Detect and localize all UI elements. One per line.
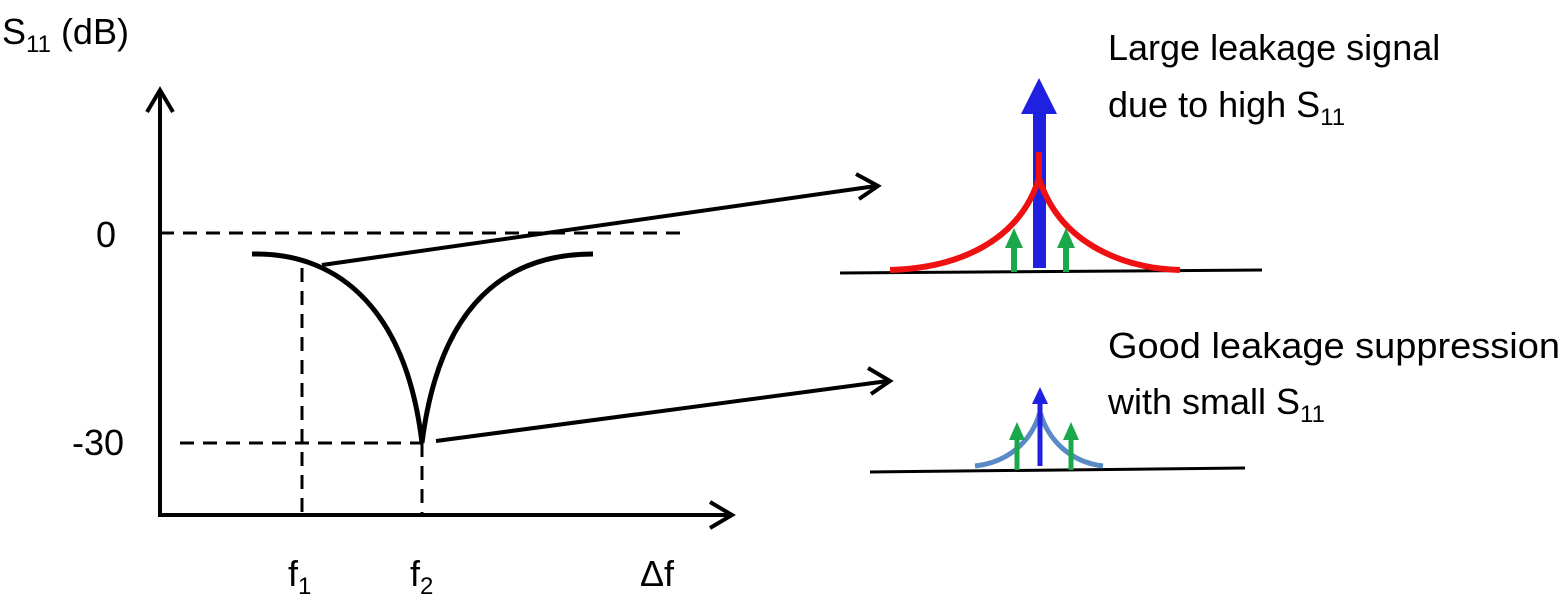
pointer-arrow-low: [435, 379, 889, 443]
s11-plot: S11 (dB) 0 -30 f1 f2 Δf: [2, 11, 736, 596]
annotations: Large leakage signal due to high S11 Goo…: [1107, 27, 1560, 428]
svg-text:f1: f1: [288, 553, 311, 596]
x-tick-f2-sub: 2: [420, 573, 433, 596]
svg-text:f2: f2: [410, 553, 433, 596]
y-axis-label-sub: 11: [26, 31, 51, 58]
sideband-arrowhead-left-low: [1009, 422, 1025, 440]
x-tick-f2: f: [410, 553, 421, 594]
y-tick-0: 0: [96, 214, 116, 255]
y-tick-minus30: -30: [72, 422, 124, 463]
pointer-arrows: [321, 172, 894, 443]
spectrum-low-s11: [869, 387, 1246, 474]
svg-text:due to high S11: due to high S11: [1108, 84, 1345, 131]
x-tick-f1-sub: 1: [298, 573, 311, 596]
y-axis-arrowhead: [145, 86, 175, 114]
annotation-low-line1: Good leakage suppression: [1108, 325, 1560, 366]
annotation-high-line2-sub: 11: [1320, 104, 1345, 131]
x-axis-label: Δf: [640, 553, 675, 594]
leakage-curve-high: [889, 167, 1181, 273]
s11-notch-curve: [251, 251, 594, 444]
annotation-low-line2-sub: 11: [1300, 401, 1325, 428]
svg-text:S11 (dB): S11 (dB): [2, 11, 129, 58]
baseline-high: [839, 268, 1263, 275]
annotation-high-line2: due to high S: [1108, 84, 1320, 125]
sideband-arrowhead-right-low: [1063, 422, 1079, 440]
x-axis-arrowhead: [708, 500, 736, 530]
leakage-arrow-shaft-high: [1033, 110, 1046, 268]
pointer-arrowhead-high: [855, 172, 882, 201]
annotation-high-line1: Large leakage signal: [1108, 27, 1440, 68]
annotation-low-line2: with small S: [1107, 381, 1300, 422]
spectrum-high-s11: [839, 78, 1263, 275]
y-axis-label: S: [2, 11, 26, 52]
sideband-arrowhead-left-high: [1005, 228, 1023, 248]
leakage-arrowhead-low: [1032, 387, 1048, 404]
leakage-arrowhead-high: [1021, 78, 1057, 114]
sideband-arrowhead-right-high: [1057, 228, 1075, 248]
x-tick-f1: f: [288, 553, 299, 594]
pointer-arrowhead-low: [866, 366, 894, 396]
svg-text:with small S11: with small S11: [1107, 381, 1325, 428]
y-axis-label-unit: (dB): [51, 11, 129, 52]
pointer-arrow-high: [321, 184, 877, 267]
baseline-low: [869, 466, 1246, 474]
